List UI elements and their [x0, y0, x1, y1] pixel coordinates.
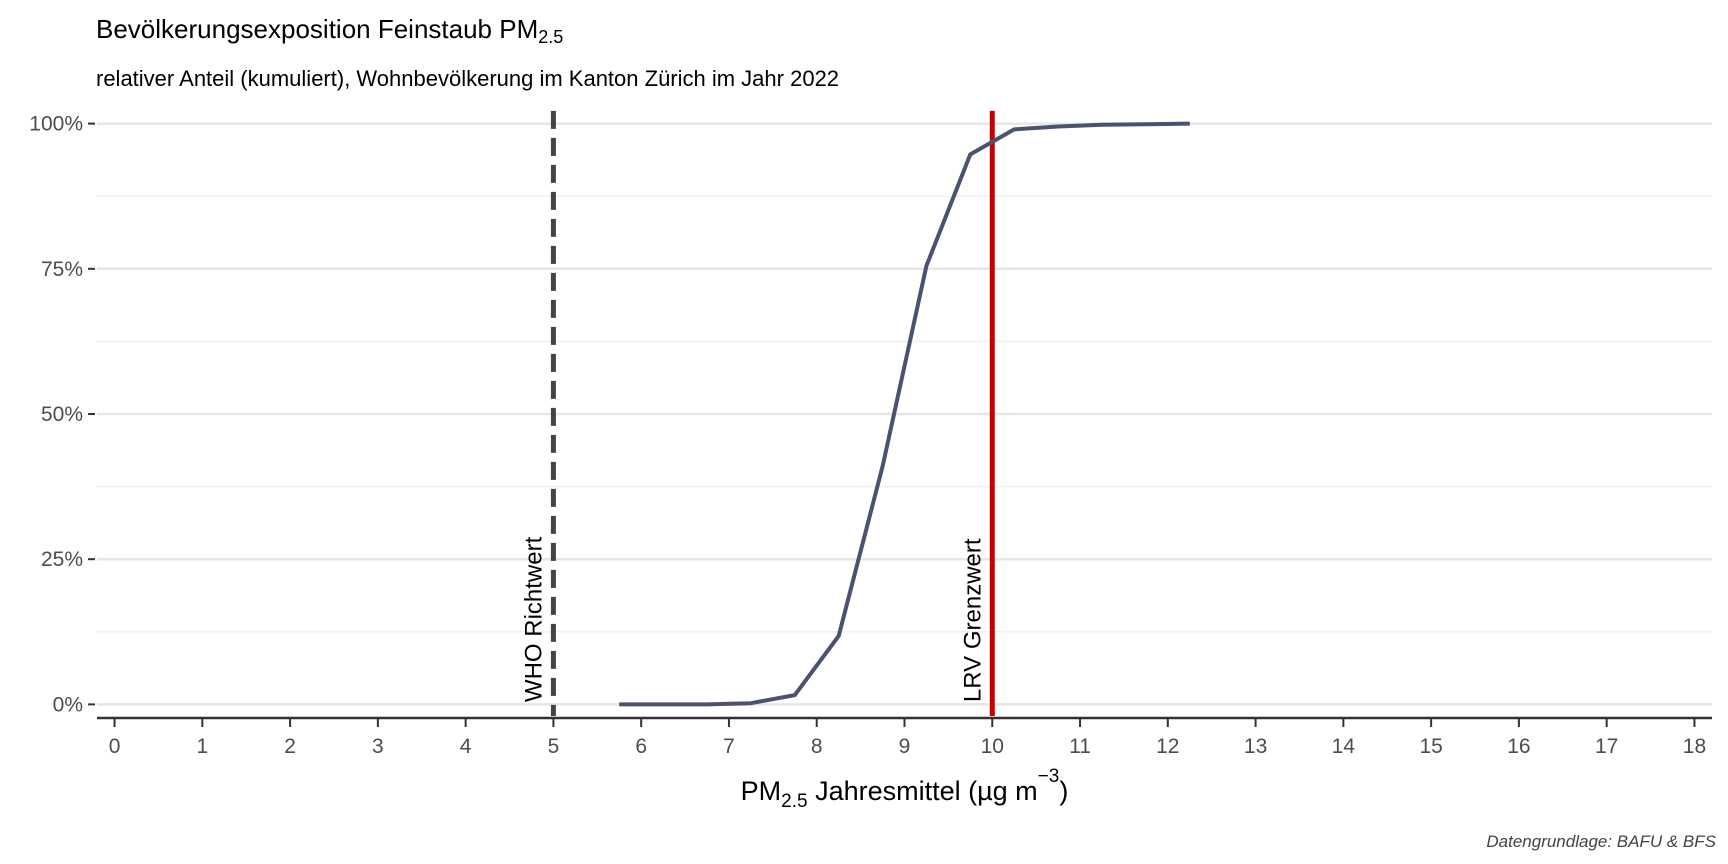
y-tick-label: 100%: [29, 113, 83, 136]
cumulative-share-line: [619, 121, 1190, 707]
who-reference-label: WHO Richtwert: [520, 536, 547, 702]
x-tick-label: 12: [1156, 735, 1179, 758]
chart-subtitle: relativer Anteil (kumuliert), Wohnbevölk…: [96, 66, 840, 91]
x-tick-label: 16: [1507, 735, 1530, 758]
x-axis-label: PM2.5 Jahresmittel (µg m−3): [741, 766, 1069, 812]
x-tick-label: 11: [1069, 735, 1091, 758]
data-source-caption: Datengrundlage: BAFU & BFS: [1486, 832, 1716, 851]
x-tick-label: 14: [1332, 735, 1356, 758]
axes: 0%25%50%75%100%0 1 2 3 4 5 6 7 8 9 10 11 12 13 14 15 16 1…: [29, 113, 1712, 758]
x-tick-label: 0: [109, 735, 121, 758]
x-tick-label: 7: [723, 735, 735, 758]
x-tick-label: 9: [899, 735, 911, 758]
y-tick-label: 0%: [53, 693, 83, 716]
axis-labels: PM2.5 Jahresmittel (µg m−3): [741, 766, 1069, 812]
chart-title: Bevölkerungsexposition Feinstaub PM2.5: [96, 14, 564, 47]
x-tick-label: 2: [284, 735, 296, 758]
x-tick-label: 18: [1683, 735, 1706, 758]
x-tick-label: 1: [196, 735, 208, 758]
x-tick-label: 5: [548, 735, 560, 758]
y-tick-label: 50%: [41, 403, 83, 426]
x-tick-label: 10: [981, 735, 1004, 758]
data-series: [619, 121, 1190, 707]
grid-lines: [97, 122, 1712, 706]
x-tick-label: 6: [635, 735, 647, 758]
x-tick-label: 17: [1595, 735, 1618, 758]
lrv-reference-label: LRV Grenzwert: [959, 538, 986, 702]
y-tick-label: 25%: [41, 548, 83, 571]
reference-lines: WHO Richtwert LRV Grenzwert: [520, 110, 995, 716]
y-tick-label: 75%: [41, 258, 83, 281]
x-tick-label: 13: [1244, 735, 1267, 758]
x-tick-label: 15: [1419, 735, 1442, 758]
x-tick-label: 8: [811, 735, 823, 758]
x-tick-label: 4: [460, 735, 472, 758]
x-tick-label: 3: [372, 735, 384, 758]
